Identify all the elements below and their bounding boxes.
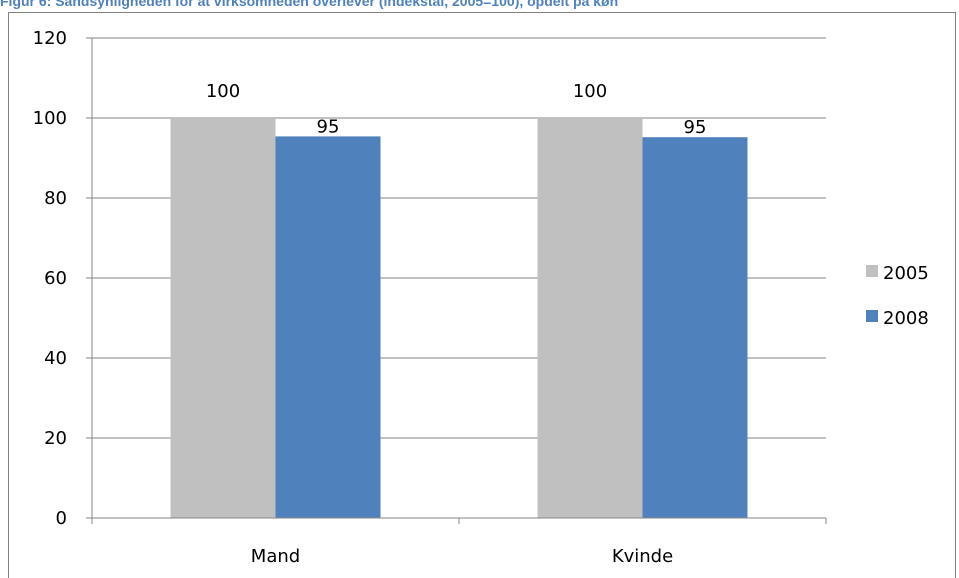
data-label: 95 bbox=[684, 117, 707, 138]
data-label: 95 bbox=[317, 116, 340, 137]
y-tick-label: 120 bbox=[33, 28, 67, 49]
axes: 0 20 40 60 80 100 120 Mand Kvinde bbox=[33, 28, 827, 567]
bar bbox=[170, 118, 276, 518]
x-tick-label: Mand bbox=[251, 546, 300, 567]
bar bbox=[642, 137, 748, 518]
bar bbox=[537, 118, 643, 518]
data-label: 100 bbox=[206, 81, 240, 102]
legend-swatch bbox=[866, 265, 878, 277]
data-label: 100 bbox=[573, 81, 607, 102]
y-tick-label: 0 bbox=[56, 508, 67, 529]
figure-caption: Figur 6: Sandsynligheden for at virksomh… bbox=[0, 0, 619, 9]
legend: 2005 2008 bbox=[866, 263, 929, 329]
legend-label: 2008 bbox=[883, 308, 929, 329]
y-tick-label: 60 bbox=[44, 268, 67, 289]
bars bbox=[170, 118, 748, 518]
data-labels: 100 95 100 95 bbox=[206, 81, 707, 138]
x-tick-label: Kvinde bbox=[612, 546, 673, 567]
y-tick-label: 100 bbox=[33, 108, 67, 129]
legend-swatch bbox=[866, 310, 878, 322]
bar bbox=[275, 136, 381, 518]
legend-label: 2005 bbox=[883, 263, 929, 284]
y-tick-label: 20 bbox=[44, 428, 67, 449]
chart-frame bbox=[8, 12, 956, 578]
y-tick-label: 80 bbox=[44, 188, 67, 209]
y-tick-label: 40 bbox=[44, 348, 67, 369]
